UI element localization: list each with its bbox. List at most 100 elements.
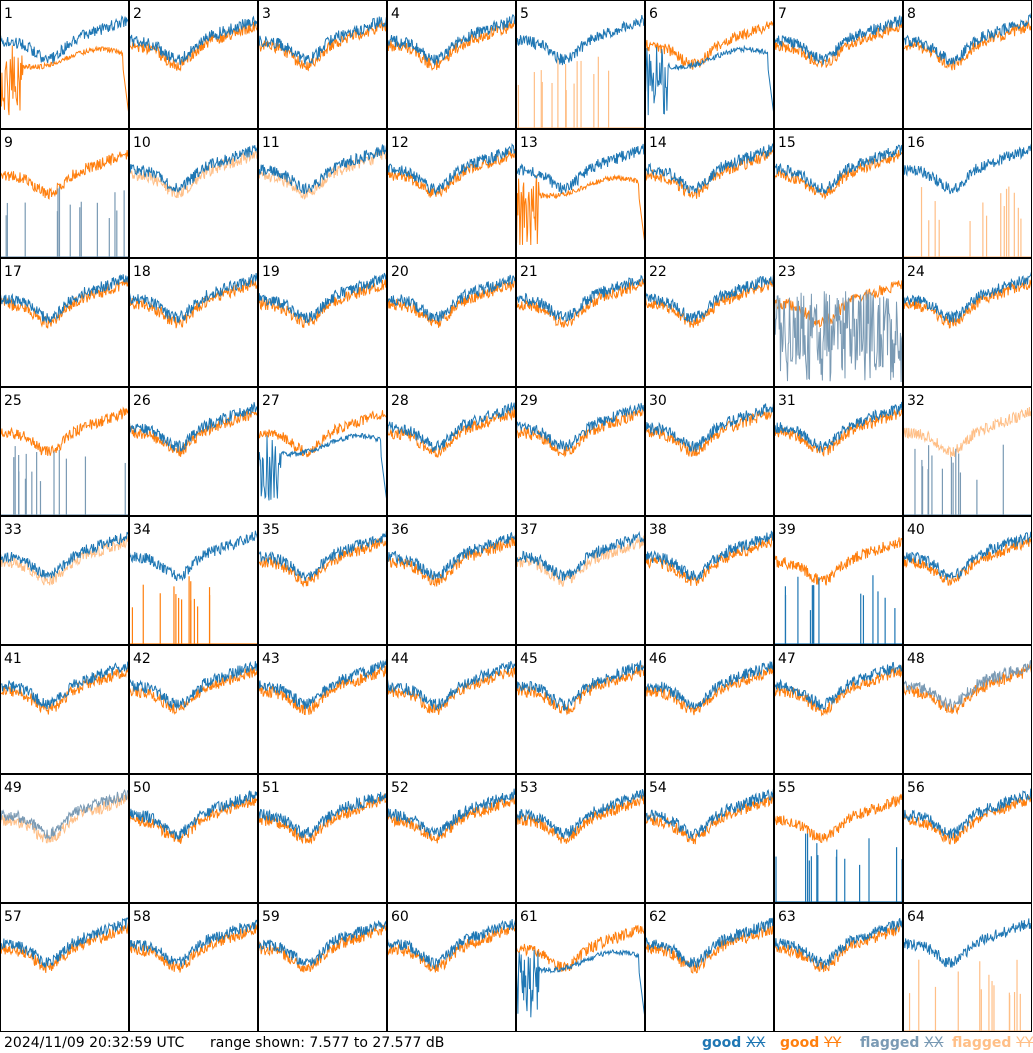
- panel-16: 16: [903, 129, 1032, 258]
- series-xx-21: [516, 274, 645, 323]
- panel-label: 54: [649, 780, 667, 796]
- series-xx-29: [516, 402, 645, 452]
- series-xx-64: [903, 918, 1032, 968]
- panel-label: 6: [649, 6, 658, 22]
- panel-label: 15: [778, 135, 796, 151]
- panel-frame: [645, 258, 774, 387]
- panel-frame: [387, 516, 516, 645]
- panel-label: 7: [778, 6, 787, 22]
- series-yy-8: [903, 19, 1032, 71]
- panel-4: 4: [387, 0, 516, 129]
- series-xx-62: [645, 917, 774, 969]
- series-yy-26: [129, 409, 258, 457]
- panel-frame: [0, 129, 129, 258]
- series-xx-12: [387, 142, 516, 196]
- series-xx-46: [645, 660, 774, 710]
- panel-frame: [645, 129, 774, 258]
- panel-label: 28: [391, 393, 409, 409]
- panel-label: 60: [391, 909, 409, 925]
- panel-label: 20: [391, 264, 409, 280]
- panel-32: 32: [903, 387, 1032, 516]
- series-yy-46: [645, 665, 774, 716]
- timestamp: 2024/11/09 20:32:59 UTC: [4, 1035, 185, 1051]
- legend-flagged-xx: flagged XX: [860, 1035, 944, 1051]
- panel-23: 23: [774, 258, 903, 387]
- panel-frame: [0, 387, 129, 516]
- panel-frame: [774, 516, 903, 645]
- series-xx-53: [516, 789, 645, 840]
- panel-label: 39: [778, 522, 796, 538]
- panel-label: 34: [133, 522, 151, 538]
- panel-frame: [516, 0, 645, 129]
- panel-frame: [645, 645, 774, 774]
- panel-6: 6: [645, 0, 774, 129]
- panel-label: 4: [391, 6, 400, 22]
- panel-frame: [0, 258, 129, 387]
- panel-42: 42: [129, 645, 258, 774]
- panel-30: 30: [645, 387, 774, 516]
- series-yy-25: [0, 406, 129, 456]
- series-yy-32: [903, 406, 1032, 458]
- panel-frame: [129, 516, 258, 645]
- panel-frame: [903, 387, 1032, 516]
- panel-frame: [774, 0, 903, 129]
- series-yy-57: [0, 922, 129, 973]
- panel-40: 40: [903, 516, 1032, 645]
- panel-frame: [0, 645, 129, 774]
- panel-label: 62: [649, 909, 667, 925]
- series-xx-45: [516, 660, 645, 712]
- series-xx-56: [903, 788, 1032, 839]
- panel-label: 56: [907, 780, 925, 796]
- panel-22: 22: [645, 258, 774, 387]
- panel-55: 55: [774, 774, 903, 903]
- panel-label: 32: [907, 393, 925, 409]
- series-yy-1: [0, 45, 129, 117]
- series-yy-28: [387, 406, 516, 458]
- panel-label: 10: [133, 135, 151, 151]
- panel-frame: [129, 387, 258, 516]
- series-xx-43: [258, 658, 387, 710]
- panel-label: 16: [907, 135, 925, 151]
- panel-frame: [258, 387, 387, 516]
- panel-frame: [387, 258, 516, 387]
- panel-57: 57: [0, 903, 129, 1032]
- panel-label: 22: [649, 264, 667, 280]
- series-xx-51: [258, 789, 387, 839]
- series-yy-62: [645, 922, 774, 974]
- series-yy-53: [516, 794, 645, 844]
- series-xx-23: [774, 290, 903, 383]
- panel-frame: [903, 774, 1032, 903]
- series-yy-48: [903, 663, 1032, 715]
- series-yy-38: [645, 533, 774, 586]
- panel-34: 34: [129, 516, 258, 645]
- panel-label: 30: [649, 393, 667, 409]
- panel-5: 5: [516, 0, 645, 129]
- panel-label: 53: [520, 780, 538, 796]
- panel-51: 51: [258, 774, 387, 903]
- series-xx-11: [258, 144, 387, 195]
- panel-label: 64: [907, 909, 925, 925]
- panel-frame: [129, 903, 258, 1032]
- panel-frame: [129, 129, 258, 258]
- series-yy-55: [774, 793, 903, 844]
- panel-label: 38: [649, 522, 667, 538]
- series-xx-28: [387, 402, 516, 453]
- series-yy-24: [903, 277, 1032, 329]
- panel-frame: [387, 387, 516, 516]
- panel-10: 10: [129, 129, 258, 258]
- panel-43: 43: [258, 645, 387, 774]
- series-yy-27: [258, 407, 387, 458]
- panel-frame: [516, 258, 645, 387]
- panel-label: 14: [649, 135, 667, 151]
- panel-9: 9: [0, 129, 129, 258]
- panel-25: 25: [0, 387, 129, 516]
- panel-36: 36: [387, 516, 516, 645]
- series-yy-6: [645, 20, 774, 70]
- legend-good-yy: good YY: [780, 1035, 842, 1051]
- panel-60: 60: [387, 903, 516, 1032]
- panel-61: 61: [516, 903, 645, 1032]
- panel-8: 8: [903, 0, 1032, 129]
- panel-label: 2: [133, 6, 142, 22]
- panel-56: 56: [903, 774, 1032, 903]
- series-xx-30: [645, 403, 774, 453]
